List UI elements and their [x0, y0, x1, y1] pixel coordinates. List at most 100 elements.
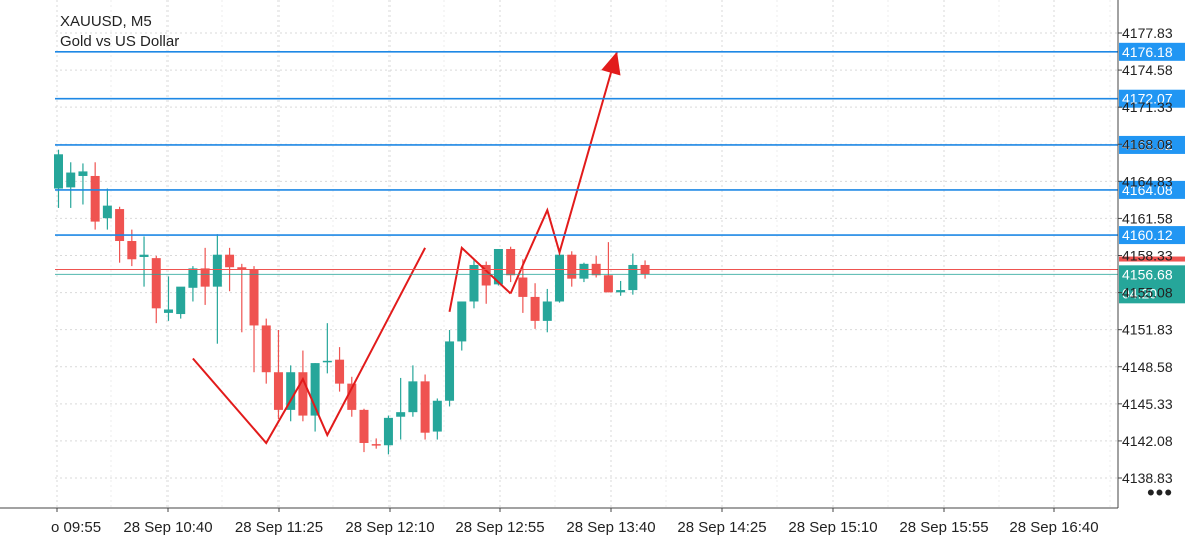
candle-body [78, 171, 88, 176]
candle-bearish [200, 247, 210, 305]
candle-bearish [249, 266, 259, 373]
candle-body [90, 175, 100, 222]
drawing-zigzag-1[interactable] [192, 247, 426, 445]
candle-bullish [616, 280, 626, 296]
candle-bullish [579, 262, 589, 283]
candle-bearish [347, 376, 357, 417]
level-line[interactable]: 4160.12 [55, 226, 1185, 245]
price-tick-label: 4168.08 [1122, 136, 1173, 152]
candle-bearish [603, 242, 613, 293]
time-tick-label: 28 Sep 14:25 [677, 519, 766, 536]
candle-body [249, 269, 259, 326]
candle-body [481, 264, 491, 286]
candle-body [286, 372, 296, 410]
level-price-label: 4160.12 [1122, 227, 1173, 243]
level-price-label: 4176.18 [1122, 44, 1173, 60]
candle-bullish [176, 286, 186, 319]
level-price-label: 4168.02 [1122, 137, 1173, 153]
bid-price-tag [1119, 256, 1185, 262]
candle-body [371, 444, 381, 446]
time-tick-label: 28 Sep 10:40 [123, 519, 212, 536]
price-tick-label: 4145.33 [1122, 396, 1173, 412]
candle-body [298, 372, 308, 416]
candle-body [237, 267, 247, 270]
price-tick-label: 4155.08 [1122, 285, 1173, 301]
candle-body [457, 301, 467, 342]
candle-body [408, 381, 418, 413]
candle-body [261, 325, 271, 373]
candle-body [139, 254, 149, 257]
candle-body [212, 254, 222, 287]
candle-body [335, 359, 345, 384]
candle-bullish [322, 323, 332, 374]
level-price-tag [1119, 226, 1185, 245]
candle-bearish [237, 263, 247, 333]
candle-bullish [212, 234, 222, 344]
candle-body [127, 241, 137, 260]
candle-body [603, 275, 613, 293]
price-tick-label: 4177.83 [1122, 25, 1173, 41]
level-line[interactable]: 4172.07 [55, 89, 1185, 108]
candle-body [188, 268, 198, 288]
candle-bearish [359, 408, 369, 453]
candle-bullish [469, 259, 479, 309]
candle-body [518, 277, 528, 297]
candle-bullish [383, 415, 393, 455]
level-price-label: 4172.07 [1122, 91, 1173, 107]
candle-body [432, 400, 442, 432]
candle-bullish [66, 162, 76, 208]
candle-body [555, 254, 565, 302]
candle-bearish [298, 350, 308, 422]
time-tick-label: o 09:55 [51, 519, 101, 536]
candle-bullish [445, 330, 455, 407]
level-line[interactable]: 4168.02 [55, 135, 1185, 154]
candle-bullish [396, 377, 406, 440]
candle-bullish [163, 276, 173, 321]
candle-bearish [90, 162, 100, 230]
price-tick-label: 4174.58 [1122, 62, 1173, 78]
candle-bearish [273, 330, 283, 420]
candle-body [225, 254, 235, 268]
candle-bullish [493, 248, 503, 286]
candle-bearish [567, 251, 577, 287]
candle-body [66, 172, 76, 188]
candle-bullish [432, 398, 442, 440]
bar-countdown-label: 04:20 [1122, 285, 1157, 301]
candle-body [616, 290, 626, 293]
level-line[interactable]: 4176.18 [55, 42, 1185, 61]
candle-body [322, 360, 332, 363]
symbol-timeframe: XAUUSD, M5 [60, 13, 152, 30]
candle-body [200, 268, 210, 287]
candle-bullish [408, 365, 418, 417]
level-line[interactable]: 4164.08 [55, 180, 1185, 199]
price-tick-label: 4142.08 [1122, 433, 1173, 449]
price-tick-label: 4151.83 [1122, 322, 1173, 338]
candle-bearish [261, 318, 271, 384]
candles [54, 149, 650, 455]
time-tick-label: 28 Sep 12:10 [345, 519, 434, 536]
grid [55, 0, 1118, 508]
candle-bullish [286, 365, 296, 422]
candle-body [579, 263, 589, 279]
candle-body [420, 381, 430, 433]
price-tick-label: 4158.33 [1122, 248, 1173, 264]
candle-bearish [335, 347, 345, 392]
price-tick-label: 4138.83 [1122, 470, 1173, 486]
candle-body [102, 205, 112, 219]
candle-body [151, 258, 161, 309]
candle-bullish [542, 288, 552, 333]
drawing-zigzag-2[interactable] [448, 245, 512, 312]
candle-bullish [457, 301, 467, 351]
trend-drawings[interactable] [192, 51, 621, 445]
candle-bullish [54, 149, 63, 208]
candle-body [115, 209, 125, 242]
candle-bearish [530, 283, 540, 329]
axes: 4177.83 4174.58 4171.33 4168.08 4164.83 4161.… [0, 0, 1173, 536]
candle-bearish [420, 374, 430, 440]
candle-body [445, 341, 455, 401]
more-horizontal-icon[interactable]: ••• [1146, 480, 1174, 505]
horizontal-levels[interactable]: 4176.18 4172.07 4168.02 4164.08 4160.12 4156.… [55, 42, 1185, 304]
price-tick-label: 4148.58 [1122, 359, 1173, 375]
